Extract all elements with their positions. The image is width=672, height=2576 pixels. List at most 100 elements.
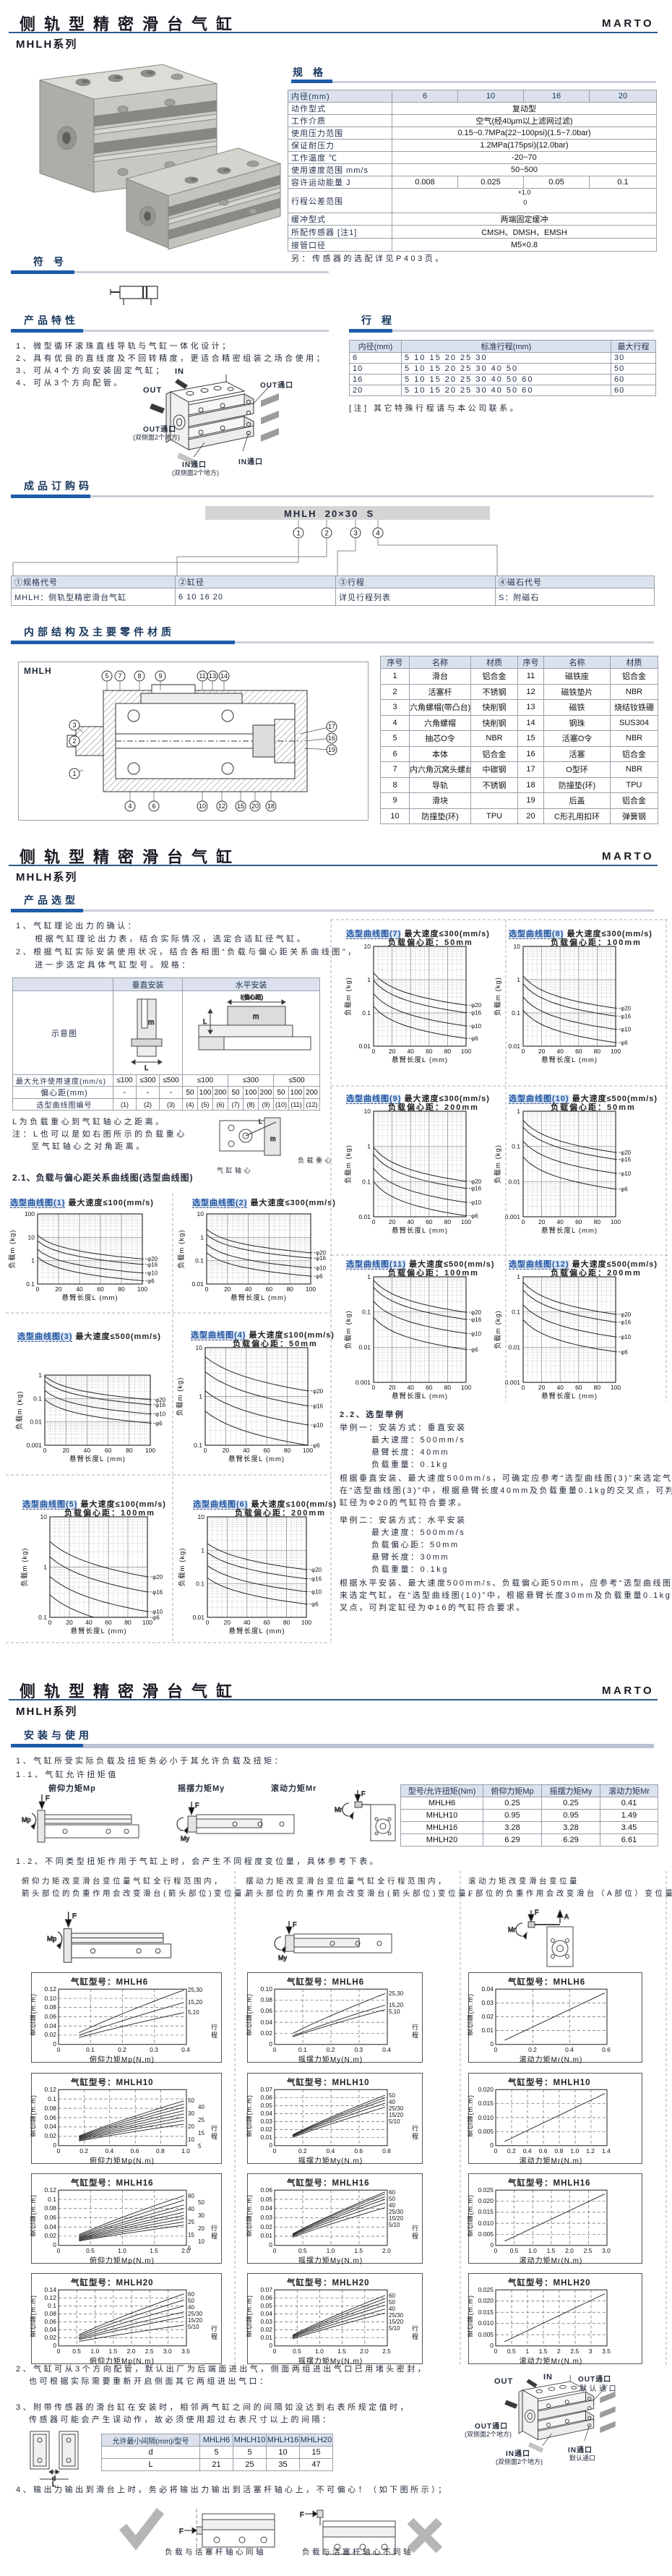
svg-text:80: 80 xyxy=(126,1447,133,1454)
svg-text:φ6: φ6 xyxy=(313,1442,320,1449)
svg-text:L: L xyxy=(203,1018,207,1025)
svg-text:20: 20 xyxy=(55,1285,62,1293)
svg-text:负载m (kg): 负载m (kg) xyxy=(176,1377,184,1416)
svg-text:10: 10 xyxy=(514,943,521,950)
svg-text:F: F xyxy=(293,1921,297,1928)
svg-text:11: 11 xyxy=(199,672,205,680)
svg-text:3: 3 xyxy=(72,722,76,729)
svg-text:φ20: φ20 xyxy=(471,1309,482,1316)
svg-text:Mp: Mp xyxy=(47,1935,56,1943)
svg-text:1: 1 xyxy=(517,1108,520,1115)
svg-text:40: 40 xyxy=(244,1619,251,1626)
svg-text:1: 1 xyxy=(201,1546,204,1554)
svg-text:10: 10 xyxy=(40,1513,48,1520)
svg-text:100: 100 xyxy=(611,1384,621,1391)
svg-text:3: 3 xyxy=(353,530,358,538)
svg-text:2: 2 xyxy=(72,737,76,745)
svg-text:12: 12 xyxy=(218,803,225,810)
svg-text:18: 18 xyxy=(267,803,275,810)
svg-text:100: 100 xyxy=(461,1384,471,1391)
svg-text:60: 60 xyxy=(426,1048,433,1055)
svg-text:悬臂长度L (mm): 悬臂长度L (mm) xyxy=(541,1392,598,1400)
svg-text:φ16: φ16 xyxy=(147,1262,158,1268)
svg-text:1: 1 xyxy=(199,1393,202,1400)
svg-text:20: 20 xyxy=(538,1384,546,1391)
svg-text:60: 60 xyxy=(105,1447,112,1454)
svg-text:φ10: φ10 xyxy=(155,1411,166,1418)
svg-text:10: 10 xyxy=(28,1233,35,1241)
svg-text:0.01: 0.01 xyxy=(358,1343,371,1351)
svg-text:悬臂长度L (mm): 悬臂长度L (mm) xyxy=(228,1455,285,1463)
svg-text:0.1: 0.1 xyxy=(512,1143,520,1150)
svg-text:负载m (kg): 负载m (kg) xyxy=(20,1548,29,1587)
svg-text:φ6: φ6 xyxy=(311,1601,319,1608)
svg-text:1: 1 xyxy=(31,1257,35,1265)
svg-text:14: 14 xyxy=(220,672,228,680)
svg-text:0.01: 0.01 xyxy=(508,1343,520,1351)
svg-text:60: 60 xyxy=(266,1285,273,1293)
svg-text:100: 100 xyxy=(25,1210,35,1218)
svg-text:10: 10 xyxy=(364,1108,371,1115)
svg-text:0: 0 xyxy=(522,1384,525,1391)
svg-text:φ16: φ16 xyxy=(313,1403,324,1410)
svg-text:0: 0 xyxy=(372,1218,376,1225)
svg-text:100: 100 xyxy=(461,1048,471,1055)
svg-text:60: 60 xyxy=(97,1285,104,1293)
svg-text:F: F xyxy=(535,1909,539,1916)
svg-text:20: 20 xyxy=(251,803,259,810)
svg-text:0.1: 0.1 xyxy=(362,1309,371,1316)
svg-text:0.01: 0.01 xyxy=(30,1418,42,1426)
svg-text:悬臂长度L (mm): 悬臂长度L (mm) xyxy=(392,1226,448,1235)
svg-text:1: 1 xyxy=(296,530,301,538)
svg-text:1: 1 xyxy=(367,976,371,983)
svg-text:1: 1 xyxy=(367,1273,371,1280)
svg-text:φ6: φ6 xyxy=(621,1186,628,1193)
svg-text:悬臂长度L (mm): 悬臂长度L (mm) xyxy=(392,1392,448,1400)
svg-text:0.1: 0.1 xyxy=(195,1257,204,1265)
svg-text:φ16: φ16 xyxy=(471,1186,482,1192)
svg-text:Mr: Mr xyxy=(335,1806,343,1813)
svg-text:φ6: φ6 xyxy=(471,1213,478,1220)
svg-text:60: 60 xyxy=(426,1218,433,1225)
svg-text:悬臂长度L (mm): 悬臂长度L (mm) xyxy=(541,1056,598,1064)
svg-text:80: 80 xyxy=(594,1384,601,1391)
svg-text:F: F xyxy=(46,1794,50,1802)
svg-text:4: 4 xyxy=(128,803,132,810)
svg-text:φ6: φ6 xyxy=(471,1035,478,1042)
svg-text:40: 40 xyxy=(407,1048,414,1055)
svg-text:负载m (kg): 负载m (kg) xyxy=(177,1230,186,1269)
svg-text:60: 60 xyxy=(263,1447,270,1454)
svg-text:φ6: φ6 xyxy=(152,1614,160,1621)
svg-text:1: 1 xyxy=(517,1273,520,1280)
svg-text:悬臂长度L (mm): 悬臂长度L (mm) xyxy=(392,1056,448,1064)
svg-text:20: 20 xyxy=(389,1218,396,1225)
svg-text:φ10: φ10 xyxy=(621,1171,632,1177)
svg-text:80: 80 xyxy=(594,1048,601,1055)
svg-text:φ6: φ6 xyxy=(621,1040,628,1046)
svg-text:40: 40 xyxy=(407,1384,414,1391)
svg-text:40: 40 xyxy=(243,1447,250,1454)
svg-text:20: 20 xyxy=(538,1048,546,1055)
svg-text:φ20: φ20 xyxy=(471,1002,482,1009)
svg-text:60: 60 xyxy=(263,1619,270,1626)
svg-text:A: A xyxy=(564,1913,569,1920)
svg-text:0.001: 0.001 xyxy=(356,1379,371,1386)
svg-text:My: My xyxy=(181,1835,189,1842)
svg-text:φ16: φ16 xyxy=(471,1317,482,1323)
svg-text:19: 19 xyxy=(328,746,335,753)
svg-text:0: 0 xyxy=(206,1619,210,1626)
svg-text:悬臂长度L (mm): 悬臂长度L (mm) xyxy=(541,1226,598,1235)
svg-text:20: 20 xyxy=(389,1384,396,1391)
svg-text:0.01: 0.01 xyxy=(358,1213,371,1220)
svg-text:9: 9 xyxy=(158,672,162,680)
svg-text:F: F xyxy=(72,1912,77,1920)
svg-text:40: 40 xyxy=(556,1218,564,1225)
svg-text:10: 10 xyxy=(198,1513,205,1520)
svg-text:负载m (kg): 负载m (kg) xyxy=(178,1548,186,1587)
svg-text:Mp: Mp xyxy=(22,1816,31,1823)
svg-text:40: 40 xyxy=(407,1218,414,1225)
svg-text:0: 0 xyxy=(48,1619,52,1626)
svg-text:100: 100 xyxy=(301,1619,311,1626)
svg-text:0: 0 xyxy=(372,1384,376,1391)
svg-text:80: 80 xyxy=(594,1218,601,1225)
